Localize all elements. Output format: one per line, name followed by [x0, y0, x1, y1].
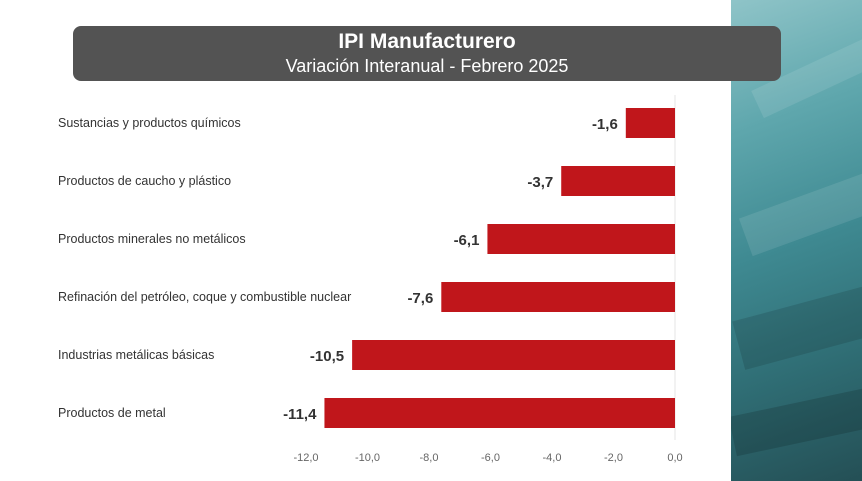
data-label: -1,6	[592, 116, 618, 133]
x-tick-label: -10,0	[355, 452, 380, 464]
data-label: -10,5	[310, 348, 344, 365]
bar	[352, 340, 675, 370]
bar	[441, 282, 675, 312]
chart-title: IPI Manufacturero	[338, 30, 516, 53]
bar	[561, 166, 675, 196]
category-label: Industrias metálicas básicas	[58, 348, 214, 362]
data-label: -11,4	[283, 406, 317, 423]
photo-shape	[731, 383, 862, 457]
data-label: -6,1	[454, 232, 480, 249]
photo-shape	[738, 163, 862, 257]
category-label: Productos de metal	[58, 406, 166, 420]
x-tick-label: 0,0	[667, 452, 682, 464]
category-label: Productos de caucho y plástico	[58, 174, 231, 188]
chart-header: IPI Manufacturero Variación Interanual -…	[73, 26, 781, 81]
bar	[625, 108, 675, 138]
bar	[324, 398, 675, 428]
x-tick-label: -12,0	[293, 452, 318, 464]
data-label: -7,6	[407, 290, 433, 307]
x-tick-label: -2,0	[604, 452, 623, 464]
bar	[487, 224, 675, 254]
category-label: Productos minerales no metálicos	[58, 232, 246, 246]
x-tick-label: -6,0	[481, 452, 500, 464]
bar-chart: Sustancias y productos químicos -1,6 Produ…	[58, 95, 683, 464]
photo-shape	[732, 280, 862, 370]
category-label: Sustancias y productos químicos	[58, 116, 241, 130]
data-label: -3,7	[527, 174, 553, 191]
x-tick-label: -8,0	[420, 452, 439, 464]
category-label: Refinación del petróleo, coque y combust…	[58, 290, 351, 304]
chart-subtitle: Variación Interanual - Febrero 2025	[285, 56, 569, 76]
x-tick-label: -4,0	[543, 452, 562, 464]
